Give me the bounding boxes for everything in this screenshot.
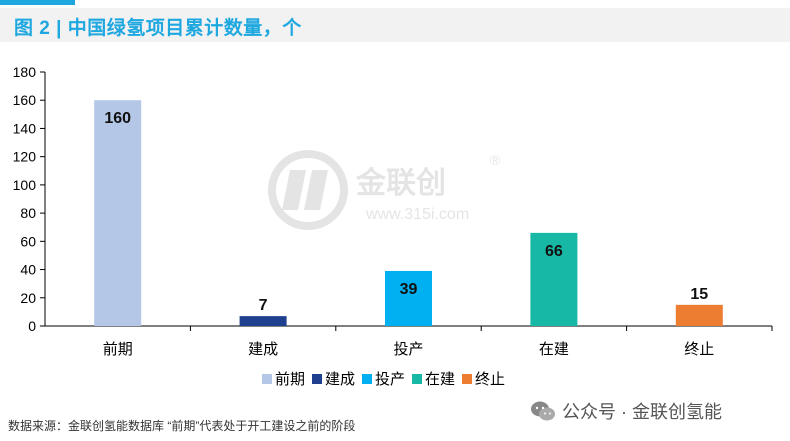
y-tick-label: 160 bbox=[13, 92, 37, 108]
x-tick-label: 建成 bbox=[248, 341, 278, 358]
y-tick-label: 60 bbox=[20, 233, 36, 249]
legend-swatch bbox=[312, 374, 322, 384]
data-label: 160 bbox=[104, 110, 131, 127]
x-tick-label: 投产 bbox=[393, 341, 423, 358]
bar-2 bbox=[239, 316, 287, 326]
legend-swatch bbox=[262, 374, 272, 384]
watermark-name: 金联创 bbox=[356, 167, 446, 200]
x-tick-label: 前期 bbox=[103, 341, 133, 358]
data-label: 39 bbox=[400, 281, 418, 298]
data-label: 66 bbox=[545, 243, 563, 260]
y-tick-label: 100 bbox=[13, 177, 37, 193]
x-tick-label: 终止 bbox=[684, 341, 714, 358]
legend-label: 终止 bbox=[475, 371, 505, 388]
y-tick-label: 40 bbox=[20, 262, 36, 278]
data-label: 7 bbox=[259, 297, 268, 314]
y-tick-label: 80 bbox=[20, 205, 36, 221]
y-tick-label: 0 bbox=[28, 318, 36, 334]
bar-5 bbox=[675, 304, 723, 326]
bar-4 bbox=[530, 232, 578, 326]
top-accent-bar bbox=[0, 0, 75, 5]
legend-swatch bbox=[412, 374, 422, 384]
bar-1 bbox=[94, 100, 142, 326]
legend-label: 前期 bbox=[275, 371, 305, 388]
footer-brand-text: 公众号 · 金联创氢能 bbox=[562, 402, 722, 422]
y-tick-label: 140 bbox=[13, 120, 37, 136]
watermark-url: www.315i.com bbox=[366, 206, 470, 223]
watermark-emblem-icon bbox=[268, 150, 348, 230]
legend-label: 在建 bbox=[425, 371, 455, 388]
x-tick-label: 在建 bbox=[539, 341, 569, 358]
watermark-registered-mark: ® bbox=[490, 152, 501, 168]
legend-label: 建成 bbox=[325, 371, 355, 388]
legend-label: 投产 bbox=[375, 371, 405, 388]
data-label: 15 bbox=[690, 286, 708, 303]
footer-brand: 公众号 · 金联创氢能 bbox=[530, 398, 722, 424]
wechat-icon bbox=[531, 401, 555, 421]
y-tick-label: 180 bbox=[13, 64, 37, 80]
legend-swatch bbox=[462, 374, 472, 384]
footer-source-note: 数据来源：金联创氢能数据库 “前期”代表处于开工建设之前的阶段 bbox=[8, 419, 356, 433]
y-tick-label: 20 bbox=[20, 290, 36, 306]
chart-title: 图 2 | 中国绿氢项目累计数量，个 bbox=[14, 18, 302, 39]
watermark-logo: 金联创 ® www.315i.com bbox=[268, 150, 518, 240]
bar-3 bbox=[385, 270, 432, 326]
title-band bbox=[0, 8, 790, 42]
legend-swatch bbox=[362, 374, 372, 384]
y-tick-label: 120 bbox=[13, 149, 37, 165]
